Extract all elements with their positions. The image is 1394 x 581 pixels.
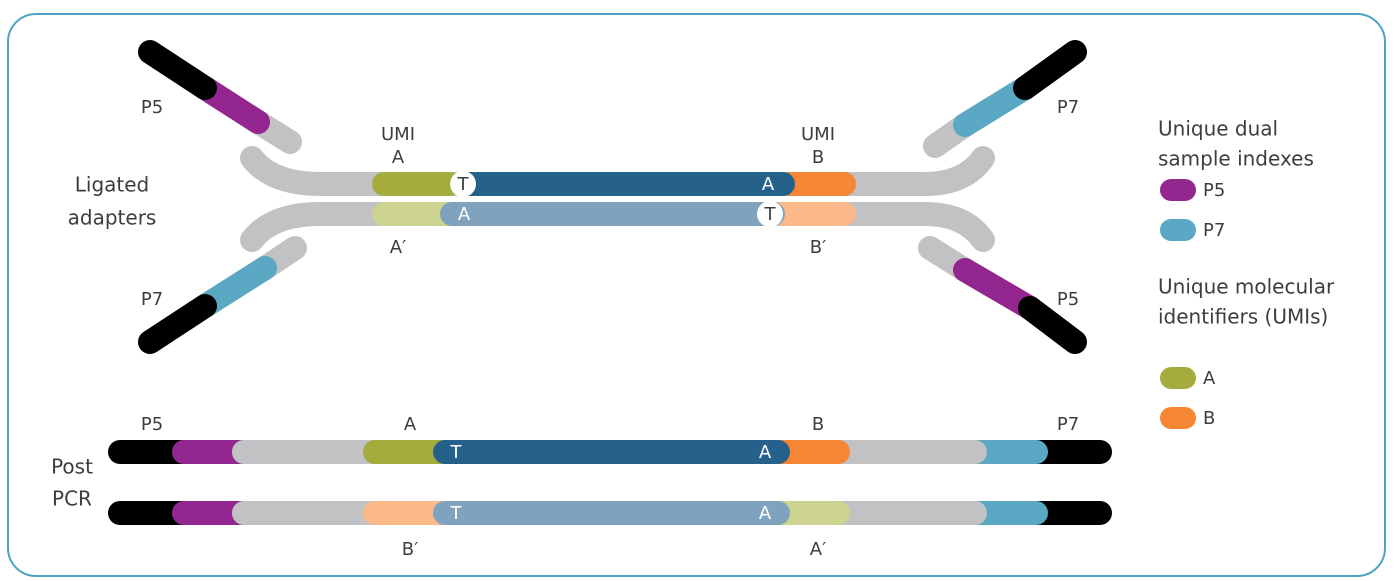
base: T — [450, 442, 463, 463]
label: UMI — [801, 124, 835, 145]
legend-item: P7 — [1203, 220, 1225, 241]
label: A — [404, 414, 417, 435]
label: B — [812, 414, 824, 435]
label: B′ — [402, 539, 418, 560]
label: A′ — [810, 539, 826, 560]
ligated-strands — [252, 158, 983, 240]
base: A — [759, 442, 772, 463]
base: A — [762, 174, 775, 195]
base: A — [458, 204, 471, 225]
base: T — [450, 503, 463, 524]
label: P7 — [141, 289, 163, 310]
legend-title: sample indexes — [1158, 147, 1314, 171]
label: B′ — [810, 237, 826, 258]
label: P5 — [1057, 289, 1079, 310]
label: P5 — [141, 414, 163, 435]
label: A′ — [390, 237, 406, 258]
legend-item: P5 — [1203, 180, 1225, 201]
post-pcr-strands — [108, 440, 1112, 525]
legend-title: Unique dual — [1158, 117, 1278, 141]
base: A — [759, 503, 772, 524]
legend-item: A — [1203, 368, 1216, 389]
diagram: P5 P7 P7 P5 UMI A UMI B A′ B′ Ligated ad… — [0, 0, 1394, 581]
legend-title: Unique molecular — [1158, 275, 1335, 299]
adapter-arms — [150, 52, 1075, 342]
label: PCR — [52, 487, 92, 511]
label: B — [812, 147, 824, 168]
base: T — [764, 204, 777, 225]
label: UMI — [381, 124, 415, 145]
label: Post — [51, 455, 93, 479]
base: T — [457, 174, 470, 195]
label: P7 — [1057, 97, 1079, 118]
label: P5 — [141, 97, 163, 118]
legend-title: identifiers (UMIs) — [1158, 305, 1328, 329]
label: adapters — [68, 206, 157, 230]
label: P7 — [1057, 414, 1079, 435]
label: Ligated — [75, 173, 150, 197]
label: A — [392, 147, 405, 168]
legend-item: B — [1203, 408, 1215, 429]
